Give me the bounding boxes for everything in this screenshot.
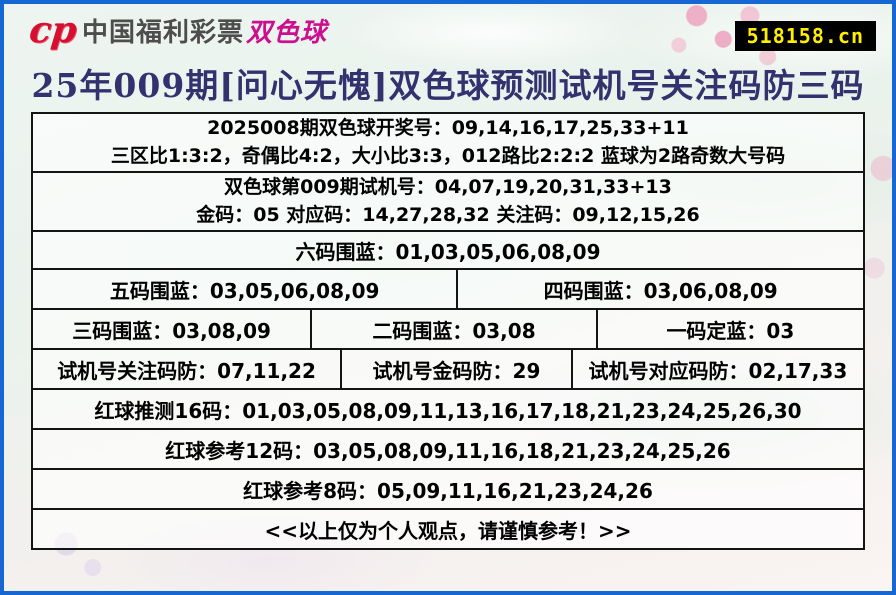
disclaimer-cell: <<以上仅为个人观点，请谨慎参考！>> bbox=[33, 510, 863, 549]
table-row: 试机号关注码防：07,11,22 试机号金码防：29 试机号对应码防：02,17… bbox=[33, 348, 863, 389]
site-badge: 518158.cn bbox=[734, 21, 876, 51]
page-title: 25年009期[问心无愧]双色球预测试机号关注码防三码 bbox=[31, 66, 865, 105]
china-welfare-lottery-logo-icon: cp bbox=[27, 9, 79, 51]
red16-cell: 红球推测16码：01,03,05,08,09,11,13,16,17,18,21… bbox=[33, 390, 863, 429]
guard-gold-cell: 试机号金码防：29 bbox=[340, 350, 571, 389]
guard-match-cell: 试机号对应码防：02,17,33 bbox=[570, 350, 863, 389]
table-row: 红球参考12码：03,05,08,09,11,16,18,21,23,24,25… bbox=[33, 428, 863, 469]
guard-watch-cell: 试机号关注码防：07,11,22 bbox=[33, 350, 341, 389]
table-row: 双色球第009期试机号：04,07,19,20,31,33+13 金码：05 对… bbox=[33, 171, 863, 231]
blue6-cell: 六码围蓝：01,03,05,06,08,09 bbox=[33, 232, 863, 269]
blue2-cell: 二码围蓝：03,08 bbox=[310, 310, 596, 349]
table-row: 三码围蓝：03,08,09 二码围蓝：03,08 一码定蓝：03 bbox=[33, 308, 863, 349]
brand-product: 双色球 bbox=[246, 17, 328, 48]
test-number-line1: 双色球第009期试机号：04,07,19,20,31,33+13 bbox=[224, 176, 672, 199]
header: cp 中国福利彩票 双色球 518158.cn bbox=[4, 4, 892, 56]
red12-cell: 红球参考12码：03,05,08,09,11,16,18,21,23,24,25… bbox=[33, 430, 863, 469]
table-row: <<以上仅为个人观点，请谨慎参考！>> bbox=[33, 508, 863, 549]
table-row: 红球推测16码：01,03,05,08,09,11,13,16,17,18,21… bbox=[33, 388, 863, 429]
table-row: 五码围蓝：03,05,06,08,09 四码围蓝：03,06,08,09 bbox=[33, 268, 863, 309]
draw-result-cell: 2025008期双色球开奖号：09,14,16,17,25,33+11 三区比1… bbox=[33, 114, 863, 172]
brand-name: 中国福利彩票 bbox=[82, 17, 245, 48]
blue3-cell: 三码围蓝：03,08,09 bbox=[33, 310, 311, 349]
blue1-cell: 一码定蓝：03 bbox=[595, 310, 863, 349]
test-number-cell: 双色球第009期试机号：04,07,19,20,31,33+13 金码：05 对… bbox=[33, 173, 863, 231]
blue5-cell: 五码围蓝：03,05,06,08,09 bbox=[33, 270, 457, 309]
draw-result-line1: 2025008期双色球开奖号：09,14,16,17,25,33+11 bbox=[207, 117, 689, 139]
red8-cell: 红球参考8码：05,09,11,16,21,23,24,26 bbox=[33, 470, 863, 509]
prediction-table: 2025008期双色球开奖号：09,14,16,17,25,33+11 三区比1… bbox=[31, 112, 865, 551]
blue4-cell: 四码围蓝：03,06,08,09 bbox=[456, 270, 863, 309]
table-row: 红球参考8码：05,09,11,16,21,23,24,26 bbox=[33, 468, 863, 509]
draw-result-line2: 三区比1:3:2，奇偶比4:2，大小比3:3，012路比2:2:2 蓝球为2路奇… bbox=[110, 144, 786, 167]
table-row: 2025008期双色球开奖号：09,14,16,17,25,33+11 三区比1… bbox=[33, 114, 863, 172]
test-number-line2: 金码：05 对应码：14,27,28,32 关注码：09,12,15,26 bbox=[196, 203, 700, 226]
table-row: 六码围蓝：01,03,05,06,08,09 bbox=[33, 230, 863, 269]
brand-text: 中国福利彩票 双色球 bbox=[82, 12, 327, 49]
